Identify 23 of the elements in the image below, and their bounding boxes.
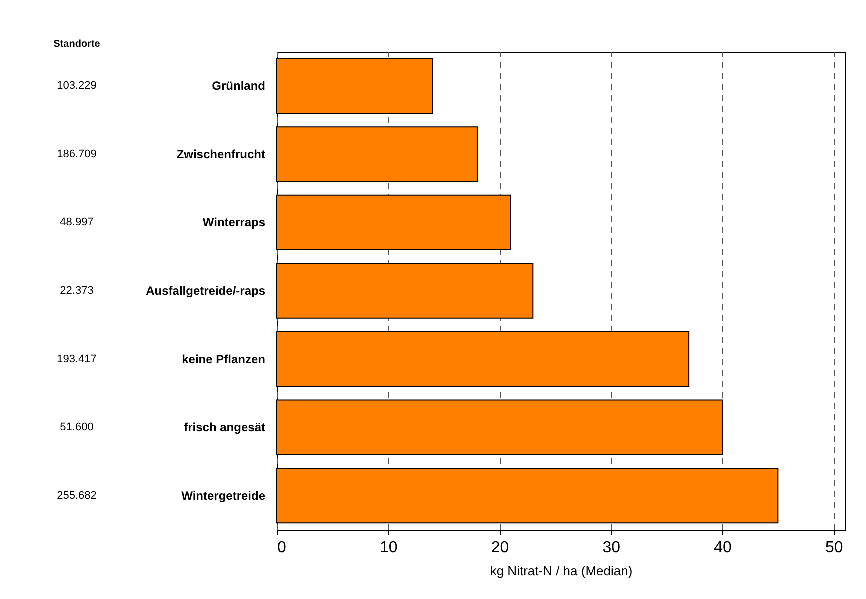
x-tick-label: 0	[278, 540, 286, 556]
x-tick-label: 40	[714, 540, 732, 556]
x-tick-label: 20	[491, 540, 510, 556]
text: 103.229	[57, 80, 97, 92]
y-tick-label: Ausfallgetreide/-raps	[146, 284, 266, 298]
x-tick-label: 30	[602, 540, 621, 556]
y-tick-label: Grünland	[212, 79, 266, 94]
text: Standorte	[54, 39, 101, 50]
y-tick-label: Wintergetreide	[182, 488, 266, 503]
text: 51.600	[60, 422, 94, 434]
y-tick-label: Winterraps	[202, 216, 266, 230]
x-tick-label: 10	[380, 540, 398, 556]
x-tick-label: 50	[825, 540, 844, 556]
y-tick-label: Zwischenfrucht	[176, 147, 266, 162]
y-tick-label: keine Pflanzen	[182, 352, 266, 366]
bar	[276, 263, 534, 319]
text: 186.709	[57, 148, 97, 160]
text: 255.682	[57, 490, 97, 502]
x-axis-title: kg Nitrat-N / ha (Median)	[490, 564, 633, 578]
text: 48.997	[60, 216, 94, 229]
text: 22.373	[60, 285, 94, 297]
y-tick-label: frisch angesät	[184, 420, 266, 435]
text: 193.417	[57, 353, 97, 366]
